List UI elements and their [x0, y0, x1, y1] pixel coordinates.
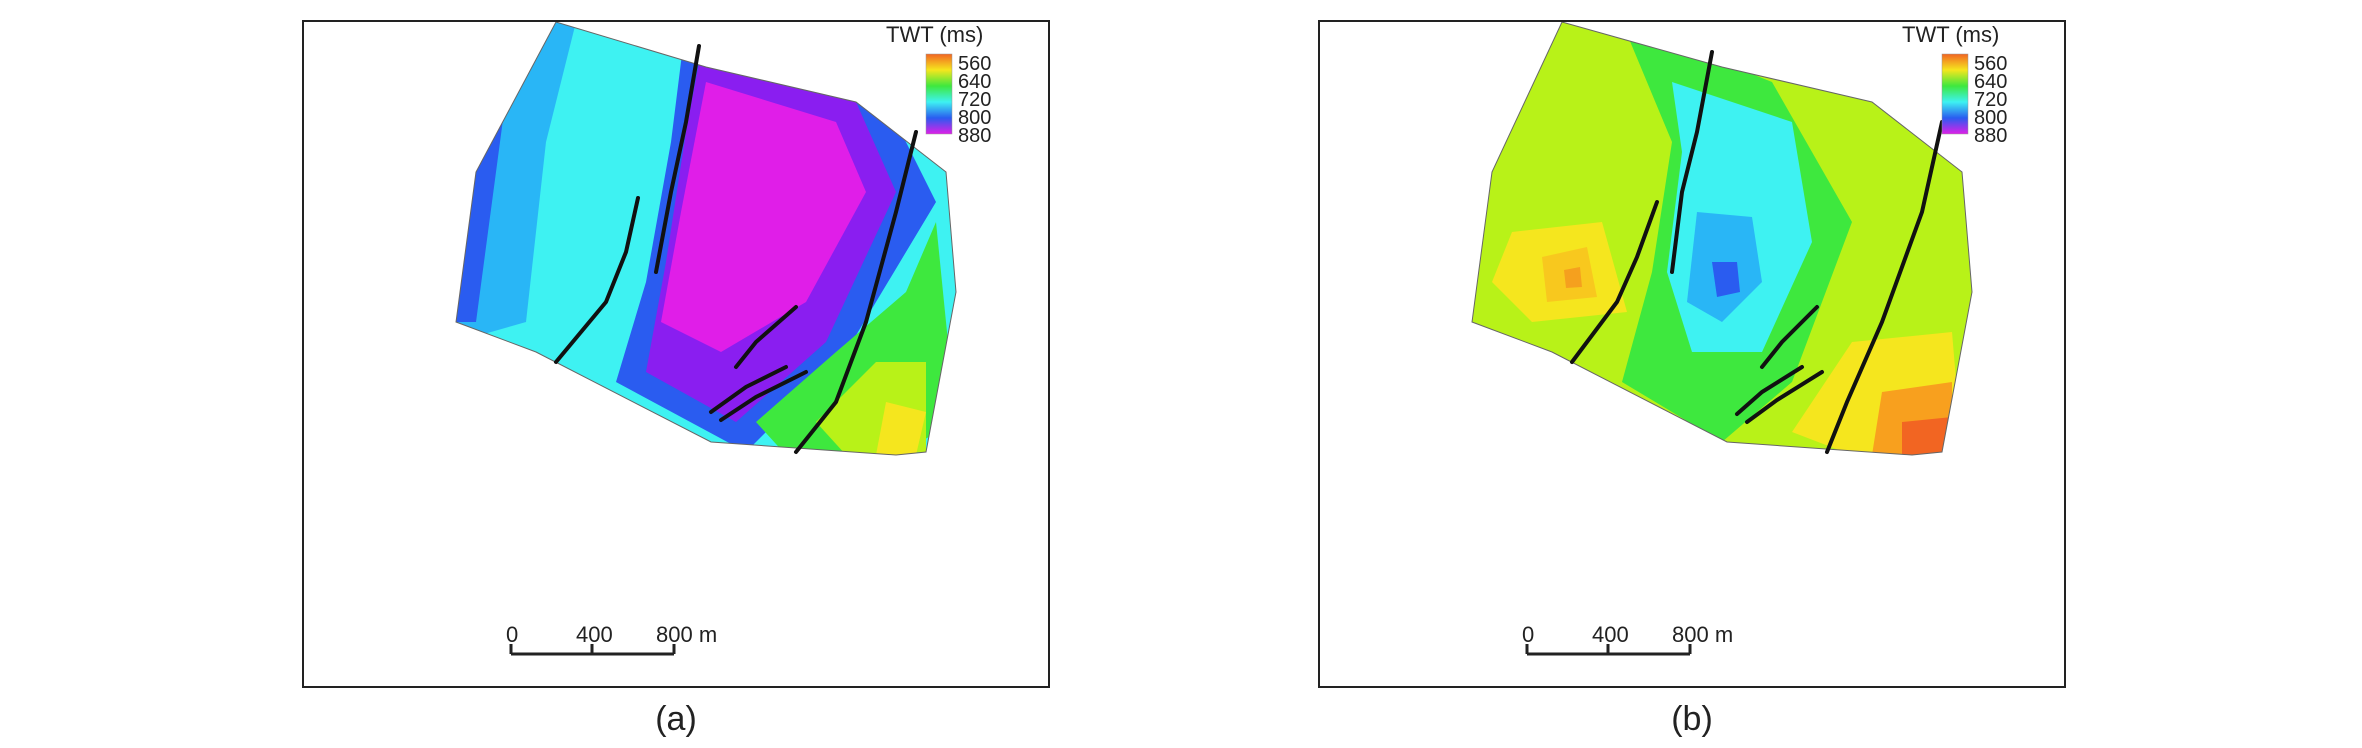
fault-line — [654, 44, 701, 274]
legend-tick: 640 — [1974, 71, 2007, 93]
colorbar — [1941, 53, 1969, 135]
fault-line — [1760, 305, 1819, 369]
fault-line — [1745, 370, 1824, 424]
legend-tick: 560 — [1974, 53, 2007, 75]
legend-tick: 560 — [958, 53, 991, 75]
fault-lines-b — [1570, 50, 1944, 454]
legend-tick: 880 — [958, 125, 991, 147]
map-panel-b: TWT (ms) 560 640 720 800 880 0 400 800 m — [1318, 20, 2066, 688]
scale-label: 800 m — [656, 622, 717, 647]
map-panel-a: TWT (ms) 560 640 720 800 880 0 400 800 m — [302, 20, 1050, 688]
scale-bar-a: 0 400 800 m — [506, 622, 717, 656]
fault-line — [1570, 200, 1659, 364]
scale-label: 800 m — [1672, 622, 1733, 647]
fault-line — [1735, 365, 1804, 416]
scale-label: 0 — [1522, 622, 1534, 647]
colorbar — [925, 53, 953, 135]
fault-line — [719, 370, 808, 422]
twt-map-b: TWT (ms) 560 640 720 800 880 0 400 800 m — [1471, 22, 2007, 656]
caption-b: (b) — [1671, 700, 1713, 738]
scale-label: 400 — [1592, 622, 1629, 647]
scale-label: 0 — [506, 622, 518, 647]
twt-map-a: TWT (ms) 560 640 720 800 880 0 400 800 m — [455, 22, 991, 656]
legend-title: TWT (ms) — [1902, 22, 1999, 47]
legend-tick: 800 — [958, 107, 991, 129]
fault-line — [1825, 120, 1944, 454]
fault-line — [1670, 50, 1714, 274]
legend-b: TWT (ms) 560 640 720 800 880 — [1902, 22, 2007, 147]
fault-line — [794, 130, 918, 454]
legend-a: TWT (ms) 560 640 720 800 880 — [886, 22, 991, 147]
fault-lines-a — [554, 44, 918, 454]
legend-tick: 800 — [1974, 107, 2007, 129]
legend-tick: 720 — [958, 89, 991, 111]
fault-line — [709, 365, 788, 414]
caption-a: (a) — [655, 700, 697, 738]
legend-tick: 720 — [1974, 89, 2007, 111]
fault-line — [734, 305, 798, 369]
scale-bar-b: 0 400 800 m — [1522, 622, 1733, 656]
fault-line — [554, 196, 640, 364]
legend-tick: 880 — [1974, 125, 2007, 147]
legend-tick: 640 — [958, 71, 991, 93]
legend-title: TWT (ms) — [886, 22, 983, 47]
scale-label: 400 — [576, 622, 613, 647]
